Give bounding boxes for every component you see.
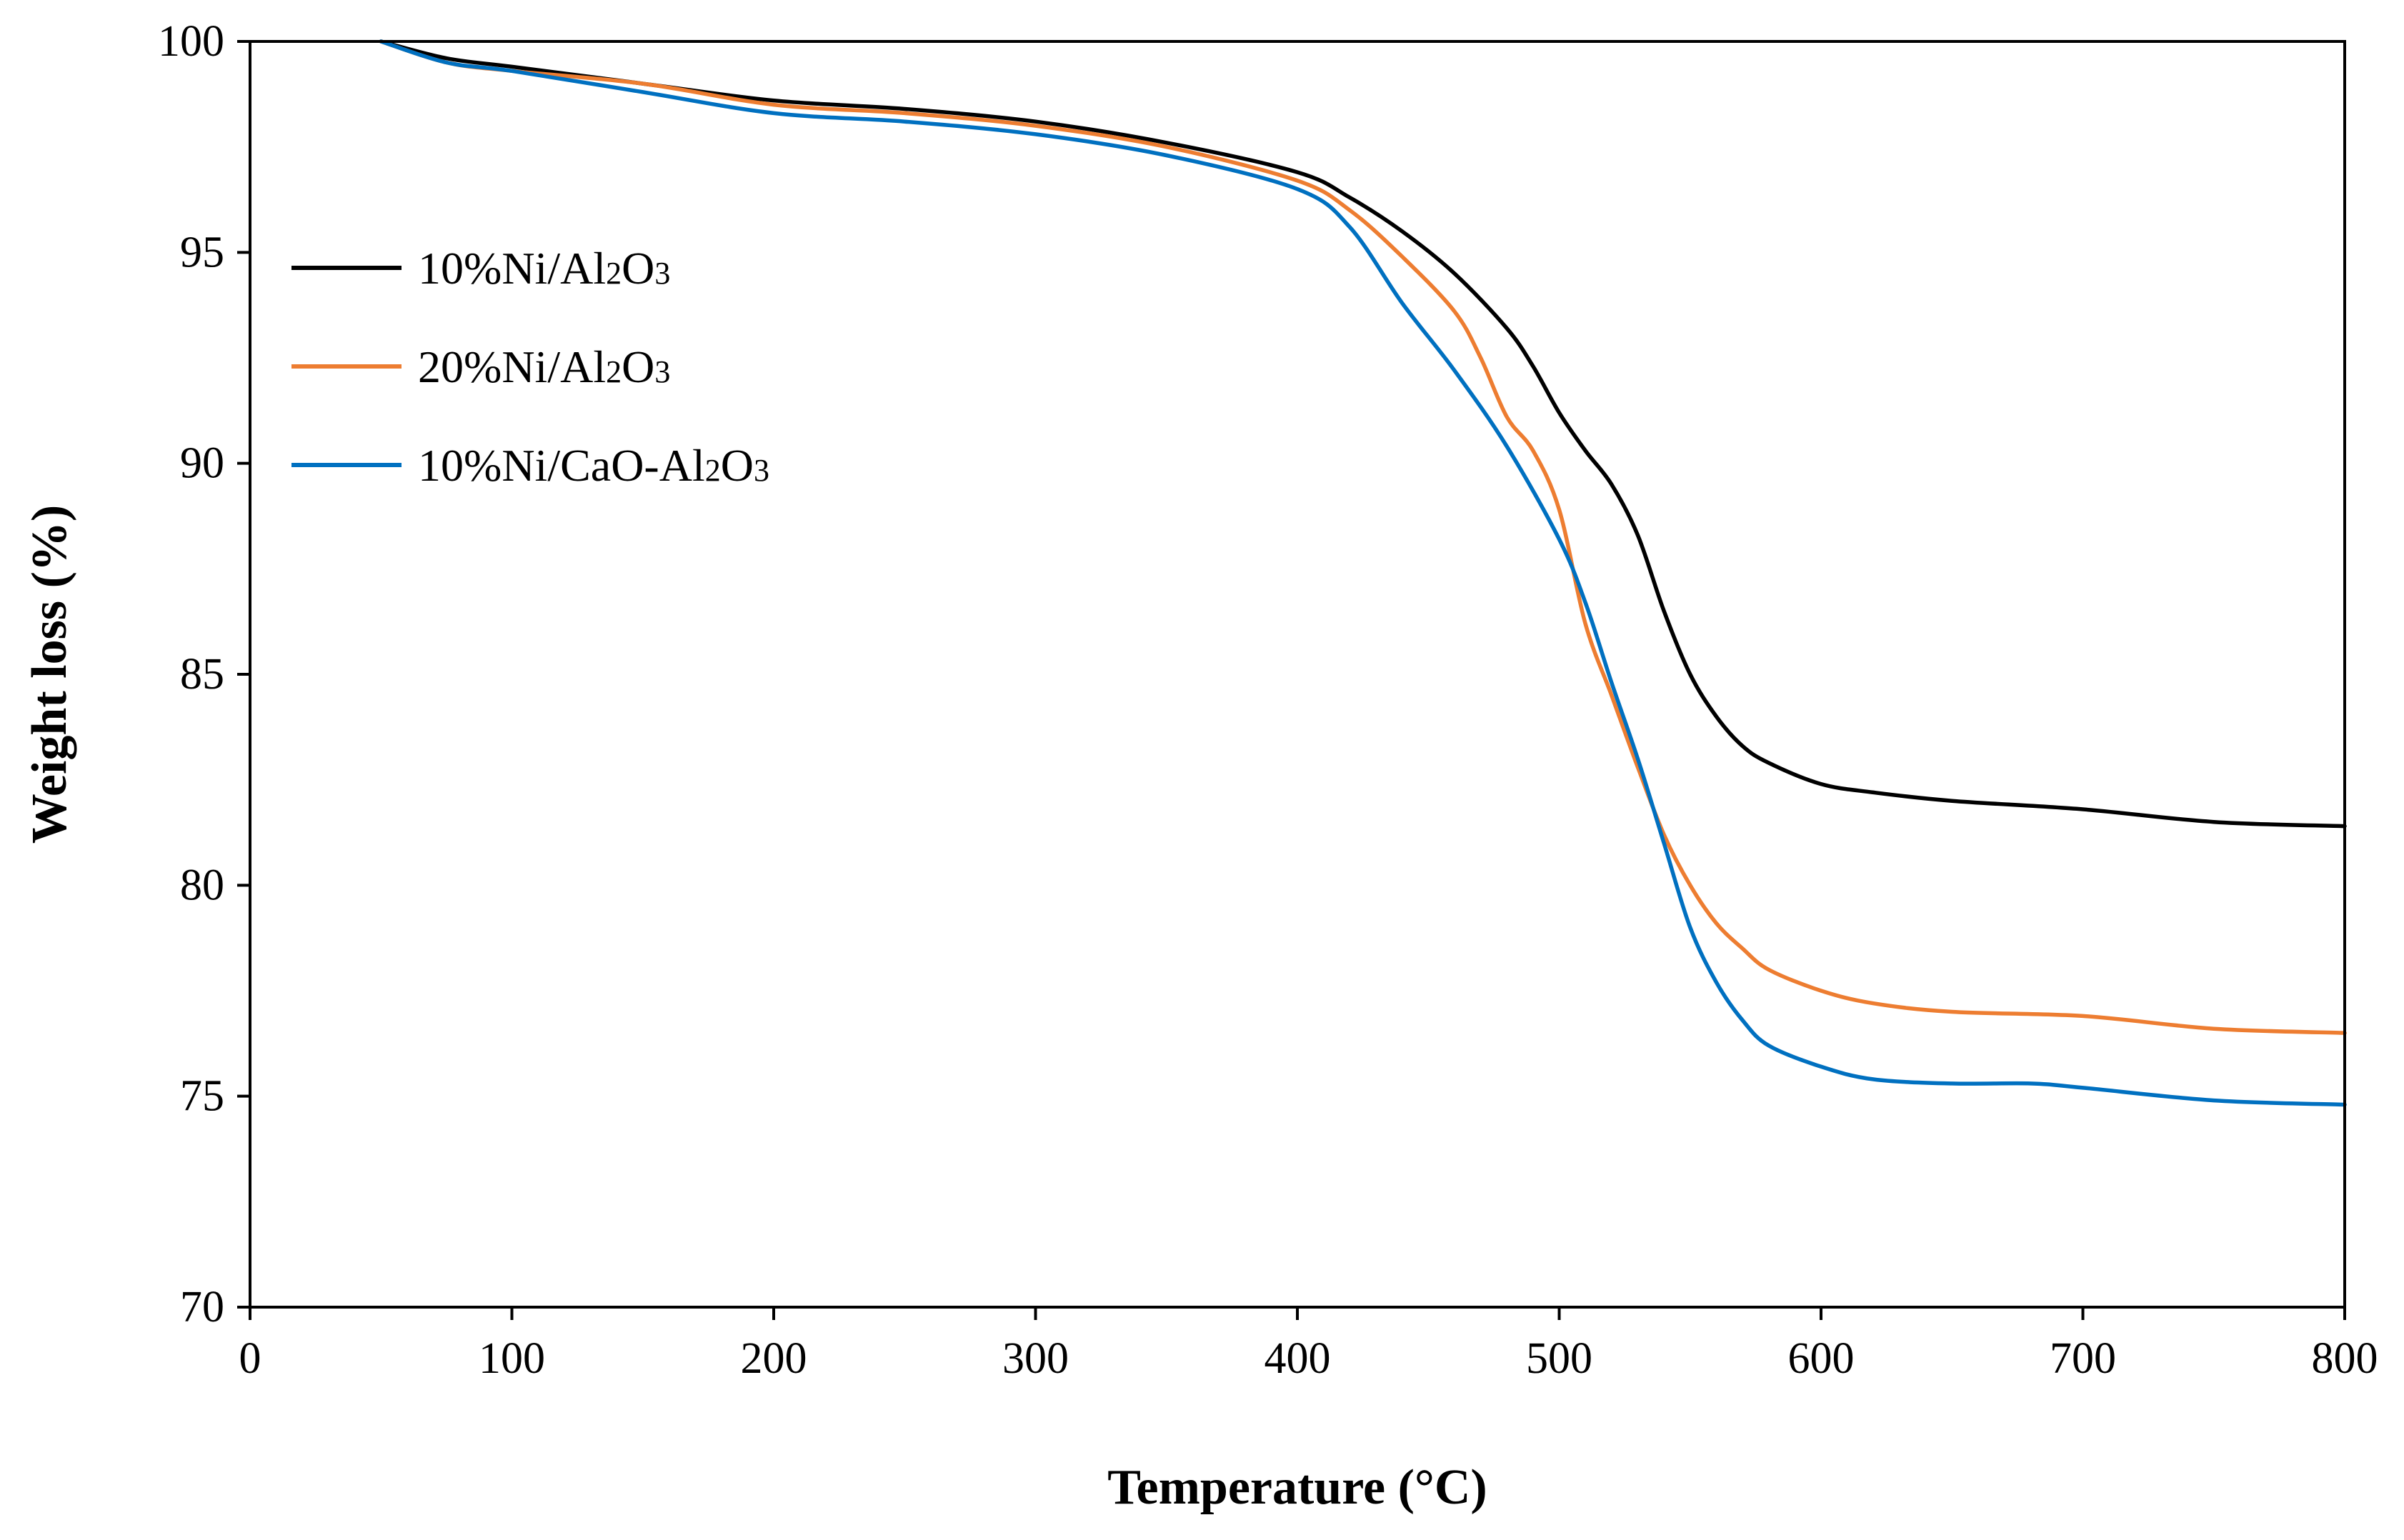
y-tick-label: 95 <box>180 228 224 276</box>
legend-label-part: O <box>721 440 754 491</box>
x-tick-label: 200 <box>741 1334 807 1383</box>
legend-label-part: O <box>622 243 654 294</box>
y-tick-label: 90 <box>180 439 224 488</box>
x-axis-title: Temperature (°C) <box>1107 1460 1487 1515</box>
legend-label-part: 20%Ni/Al <box>418 341 606 392</box>
chart-background <box>0 0 2404 1540</box>
x-tick-label: 400 <box>1265 1334 1331 1383</box>
legend-label-part: 2 <box>606 354 622 389</box>
x-tick-label: 700 <box>2050 1334 2116 1383</box>
legend-label-part: 3 <box>654 256 670 291</box>
y-tick-label: 80 <box>180 861 224 909</box>
legend-label-part: 2 <box>705 453 721 488</box>
legend-label-part: 2 <box>606 256 622 291</box>
y-tick-label: 85 <box>180 650 224 699</box>
x-tick-label: 0 <box>239 1334 261 1383</box>
legend-label-2: 20%Ni/Al2O3 <box>418 341 670 392</box>
y-tick-label: 75 <box>180 1072 224 1121</box>
x-tick-label: 800 <box>2312 1334 2378 1383</box>
legend-label-part: 3 <box>654 354 670 389</box>
x-tick-label: 500 <box>1526 1334 1592 1383</box>
x-tick-label: 300 <box>1002 1334 1069 1383</box>
legend-label-part: O <box>622 341 654 392</box>
y-axis-title: Weight loss (%) <box>22 505 77 844</box>
legend-label-1: 10%Ni/Al2O3 <box>418 243 670 294</box>
legend-label-part: 10%Ni/CaO-Al <box>418 440 705 491</box>
tga-chart: 0 100 200 300 400 500 600 700 800 70 75 80 85 90 95 100… <box>0 0 2404 1540</box>
legend-label-part: 10%Ni/Al <box>418 243 606 294</box>
y-tick-label: 100 <box>158 17 224 66</box>
x-tick-label: 600 <box>1788 1334 1855 1383</box>
y-tick-label: 70 <box>180 1283 224 1331</box>
x-tick-label: 100 <box>479 1334 545 1383</box>
legend-label-part: 3 <box>754 453 769 488</box>
